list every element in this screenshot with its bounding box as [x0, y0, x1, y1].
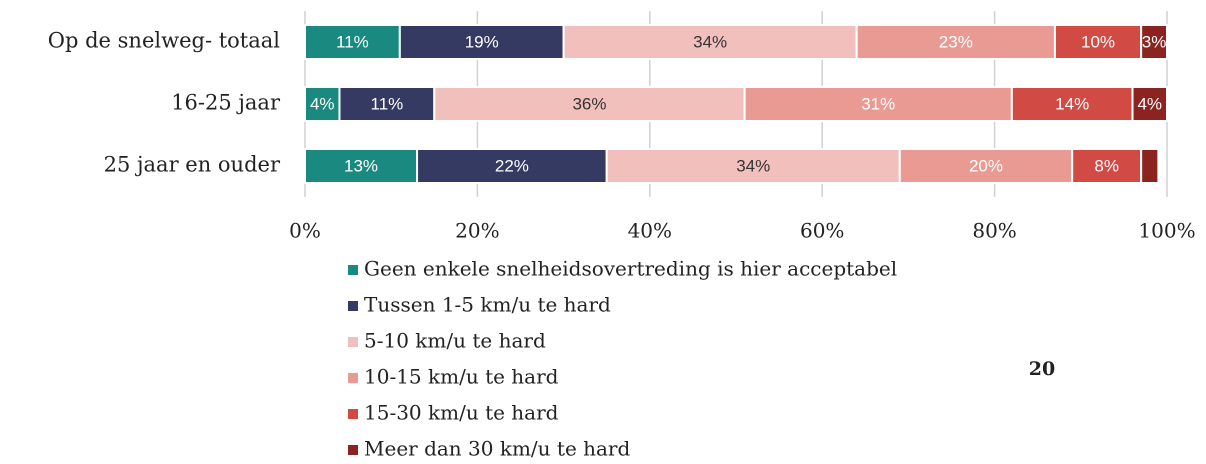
- page-number: 20: [1029, 358, 1055, 380]
- legend-swatch: [348, 445, 358, 455]
- bar-segment: [1140, 148, 1160, 184]
- bar-segment: [1053, 24, 1143, 60]
- x-tick-label: 0%: [289, 219, 321, 243]
- bar-segment: [855, 24, 1056, 60]
- x-tick-label: 80%: [972, 219, 1016, 243]
- category-label: 25 jaar en ouder: [104, 153, 281, 177]
- bar-segment: [304, 148, 419, 184]
- legend-label: 5-10 km/u te hard: [364, 329, 546, 353]
- legend-swatch: [348, 373, 358, 383]
- bar-segment: [304, 24, 401, 60]
- data-label: 23%: [939, 32, 973, 51]
- bar-segment: [1071, 148, 1143, 184]
- legend-label: Geen enkele snelheidsovertreding is hier…: [364, 257, 897, 281]
- data-label: 11%: [371, 94, 404, 113]
- legend-swatch: [348, 301, 358, 311]
- legend-swatch: [348, 409, 358, 419]
- data-label: 13%: [344, 156, 378, 175]
- data-label: 8%: [1094, 156, 1119, 175]
- bar-segment: [433, 86, 746, 122]
- data-label: 19%: [465, 32, 499, 51]
- data-label: 31%: [861, 94, 895, 113]
- data-label: 20%: [969, 156, 1003, 175]
- legend-label: Tussen 1-5 km/u te hard: [364, 293, 611, 317]
- category-label: Op de snelweg- totaal: [48, 29, 281, 53]
- data-label: 14%: [1055, 94, 1089, 113]
- bar-segment: [416, 148, 608, 184]
- data-label: 11%: [336, 32, 369, 51]
- x-tick-label: 100%: [1138, 219, 1195, 243]
- data-label: 4%: [310, 94, 335, 113]
- legend-swatch: [348, 265, 358, 275]
- data-label: 34%: [693, 32, 727, 51]
- legend-swatch: [348, 337, 358, 347]
- bar-segment: [1131, 86, 1169, 122]
- bar-segment: [1010, 86, 1134, 122]
- legend-label: Meer dan 30 km/u te hard: [364, 437, 630, 461]
- data-label: 36%: [572, 94, 606, 113]
- category-label: 16-25 jaar: [171, 91, 281, 115]
- data-label: 34%: [736, 156, 770, 175]
- data-label: 10%: [1081, 32, 1115, 51]
- x-tick-label: 60%: [800, 219, 844, 243]
- bar-segment: [743, 86, 1013, 122]
- legend-label: 10-15 km/u te hard: [364, 365, 559, 389]
- bar-segment: [1140, 24, 1169, 60]
- x-tick-label: 20%: [455, 219, 499, 243]
- x-tick-label: 40%: [628, 219, 672, 243]
- bar-segment: [338, 86, 436, 122]
- data-label: 4%: [1137, 94, 1162, 113]
- legend-label: 15-30 km/u te hard: [364, 401, 559, 425]
- data-label: 3%: [1142, 32, 1167, 51]
- data-label: 22%: [495, 156, 529, 175]
